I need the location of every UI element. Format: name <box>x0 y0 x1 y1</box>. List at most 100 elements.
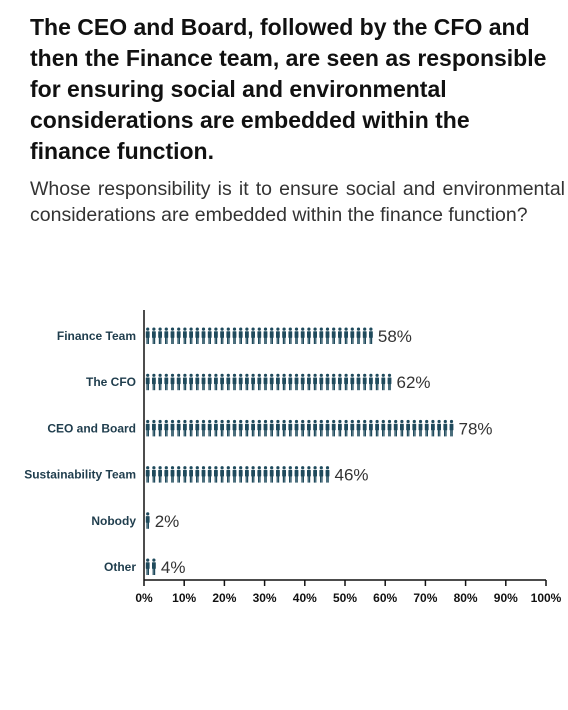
person-pictogram-icon <box>319 466 324 483</box>
person-pictogram-icon <box>263 466 268 483</box>
person-pictogram-icon <box>387 373 392 391</box>
person-pictogram-icon <box>381 373 386 391</box>
person-pictogram-icon <box>369 419 373 437</box>
person-pictogram-icon <box>257 466 262 483</box>
person-pictogram-icon <box>238 466 243 483</box>
pictogram-bar-chart: Finance Team 58% The CFO 62% CEO and Board 78… <box>24 310 562 605</box>
person-pictogram-icon <box>276 327 280 344</box>
person-pictogram-icon <box>189 419 193 437</box>
person-pictogram-icon <box>313 466 317 483</box>
person-pictogram-icon <box>232 466 237 483</box>
person-pictogram-icon <box>282 373 286 391</box>
person-pictogram-icon <box>356 419 361 437</box>
person-pictogram-icon <box>288 327 293 344</box>
person-pictogram-icon <box>282 327 286 344</box>
pictogram-bar <box>145 558 156 575</box>
person-pictogram-icon <box>214 419 218 437</box>
person-pictogram-icon <box>245 327 249 344</box>
person-pictogram-icon <box>269 327 274 344</box>
person-pictogram-icon <box>245 419 249 437</box>
person-pictogram-icon <box>400 419 404 437</box>
person-pictogram-icon <box>195 419 200 437</box>
x-tick-label: 70% <box>413 591 437 605</box>
person-pictogram-icon <box>251 419 255 437</box>
person-pictogram-icon <box>369 373 373 391</box>
person-pictogram-icon <box>220 373 224 391</box>
person-pictogram-icon <box>362 327 367 344</box>
person-pictogram-icon <box>276 419 280 437</box>
person-pictogram-icon <box>406 419 410 437</box>
person-pictogram-icon <box>195 373 200 391</box>
person-pictogram-icon <box>350 327 355 344</box>
value-label: 46% <box>335 466 369 485</box>
person-pictogram-icon <box>170 373 175 391</box>
person-pictogram-icon <box>387 419 392 437</box>
person-pictogram-icon <box>313 419 317 437</box>
person-pictogram-icon <box>214 373 218 391</box>
value-label: 62% <box>397 373 431 392</box>
person-pictogram-icon <box>170 419 175 437</box>
person-pictogram-icon <box>300 327 305 344</box>
person-pictogram-icon <box>251 327 255 344</box>
person-pictogram-icon <box>338 327 342 344</box>
person-pictogram-icon <box>350 373 355 391</box>
survey-question: Whose responsibility is it to ensure soc… <box>30 178 565 226</box>
person-pictogram-icon <box>269 419 274 437</box>
pictogram-bar <box>145 327 373 344</box>
person-pictogram-icon <box>176 419 181 437</box>
person-pictogram-icon <box>362 419 367 437</box>
person-pictogram-icon <box>294 419 299 437</box>
x-tick-label: 40% <box>293 591 317 605</box>
person-pictogram-icon <box>152 466 156 483</box>
person-pictogram-icon <box>369 327 373 344</box>
person-pictogram-icon <box>282 419 286 437</box>
person-pictogram-icon <box>226 327 231 344</box>
person-pictogram-icon <box>251 466 255 483</box>
x-tick-label: 100% <box>531 591 562 605</box>
person-pictogram-icon <box>412 419 417 437</box>
person-pictogram-icon <box>263 419 268 437</box>
person-pictogram-icon <box>232 373 237 391</box>
person-pictogram-icon <box>220 466 224 483</box>
person-pictogram-icon <box>325 327 330 344</box>
person-pictogram-icon <box>307 419 311 437</box>
person-pictogram-icon <box>313 327 317 344</box>
person-pictogram-icon <box>195 327 200 344</box>
person-pictogram-icon <box>164 419 169 437</box>
person-pictogram-icon <box>319 419 324 437</box>
person-pictogram-icon <box>158 419 162 437</box>
person-pictogram-icon <box>176 373 181 391</box>
person-pictogram-icon <box>294 327 299 344</box>
x-tick-label: 60% <box>373 591 397 605</box>
person-pictogram-icon <box>158 373 162 391</box>
x-tick-label: 30% <box>253 591 277 605</box>
person-pictogram-icon <box>164 373 169 391</box>
person-pictogram-icon <box>294 373 299 391</box>
person-pictogram-icon <box>176 327 181 344</box>
person-pictogram-icon <box>325 373 330 391</box>
person-pictogram-icon <box>257 373 262 391</box>
person-pictogram-icon <box>189 373 193 391</box>
person-pictogram-icon <box>158 327 162 344</box>
person-pictogram-icon <box>269 466 274 483</box>
pictogram-bar <box>145 373 392 391</box>
person-pictogram-icon <box>152 419 156 437</box>
person-pictogram-icon <box>319 327 324 344</box>
person-pictogram-icon <box>238 327 243 344</box>
person-pictogram-icon <box>356 373 361 391</box>
x-tick-label: 10% <box>172 591 196 605</box>
value-label: 4% <box>161 558 186 577</box>
person-pictogram-icon <box>356 327 361 344</box>
person-pictogram-icon <box>288 419 293 437</box>
person-pictogram-icon <box>201 466 206 483</box>
person-pictogram-icon <box>344 419 348 437</box>
category-label: The CFO <box>86 375 136 389</box>
category-label: Other <box>104 560 136 574</box>
person-pictogram-icon <box>183 466 187 483</box>
person-pictogram-icon <box>319 373 324 391</box>
headline: The CEO and Board, followed by the CFO a… <box>30 14 547 164</box>
person-pictogram-icon <box>164 466 169 483</box>
person-pictogram-icon <box>207 419 212 437</box>
person-pictogram-icon <box>158 466 162 483</box>
person-pictogram-icon <box>145 327 150 344</box>
